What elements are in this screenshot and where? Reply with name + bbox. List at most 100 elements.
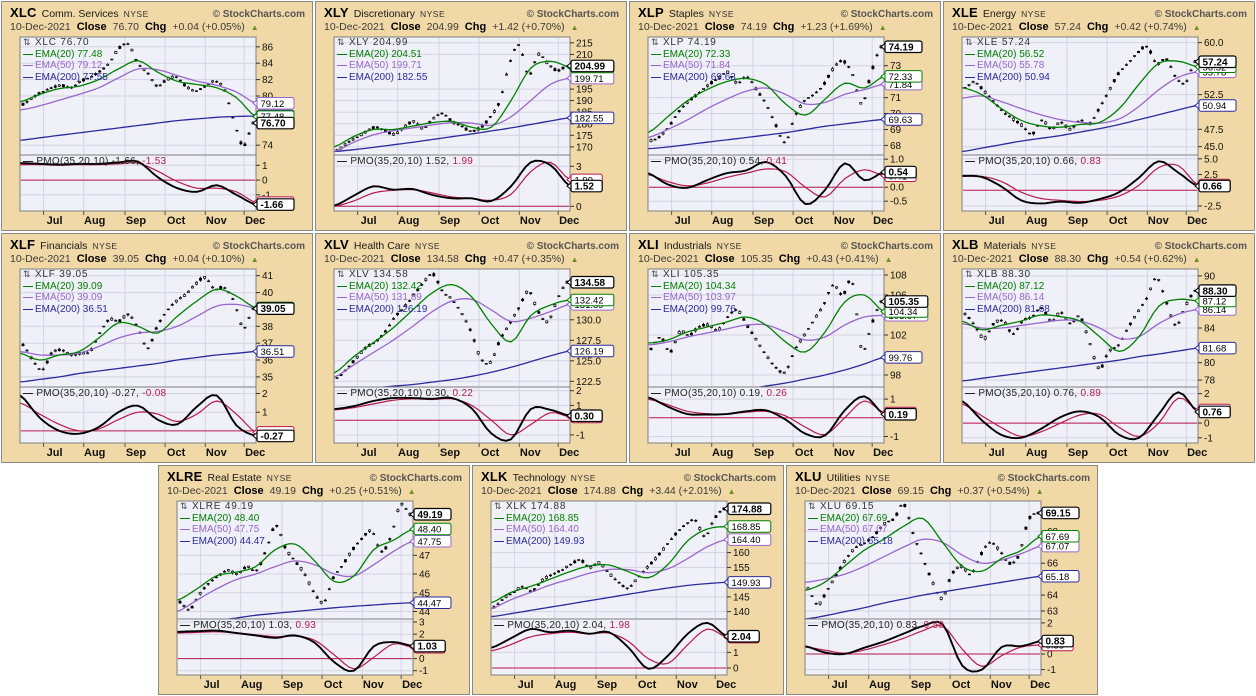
stockcharts-attribution: © StockCharts.com: [840, 241, 933, 252]
svg-text:149.93: 149.93: [732, 578, 761, 589]
chart-canvas[interactable]: 21521019519018518017517030182.55199.7120…: [320, 33, 622, 229]
chart-plot-area[interactable]: ⇅ XLB 88.30 — EMA(20) 87.12 — EMA(50) 86.1…: [948, 265, 1254, 461]
chart-date: 10-Dec-2021: [324, 253, 385, 265]
sector-chart-card[interactable]: XLF Financials NYSE © StockCharts.com 10…: [1, 233, 313, 463]
svg-text:122.5: 122.5: [576, 377, 601, 388]
stockcharts-attribution: © StockCharts.com: [212, 9, 305, 20]
svg-text:63: 63: [1047, 607, 1059, 618]
candlestick-series: [335, 271, 569, 379]
month-label: Sep: [754, 447, 774, 459]
stockcharts-attribution: © StockCharts.com: [997, 473, 1090, 484]
ticker-symbol: XLV: [324, 237, 349, 252]
chart-canvas[interactable]: 47464544320-144.4747.7548.4049.190.931.0…: [163, 497, 465, 693]
chart-canvas[interactable]: 4140383736352136.5139.0939.0939.05-0.08-…: [6, 265, 308, 461]
chart-date: 10-Dec-2021: [10, 253, 71, 265]
month-label: Dec: [716, 679, 736, 691]
svg-text:175: 175: [576, 131, 593, 142]
svg-text:-0.27: -0.27: [261, 432, 284, 443]
sector-chart-card[interactable]: XLY Discretionary NYSE © StockCharts.com…: [315, 1, 627, 231]
chart-canvas[interactable]: 130.0127.5125.0122.521-1126.19131.89132.…: [320, 265, 622, 461]
up-triangle-icon: ▲: [1035, 487, 1044, 496]
svg-text:86.14: 86.14: [1203, 305, 1227, 316]
month-label: Dec: [873, 447, 893, 459]
chart-canvas[interactable]: 60.052.547.545.05.02.5-2.550.9455.7856.5…: [948, 33, 1250, 229]
chart-canvas[interactable]: 868482807410-177.5579.1277.4876.70-1.53-…: [6, 33, 308, 229]
chg-value: +0.47 (+0.35%): [492, 253, 565, 265]
ticker-symbol: XLE: [952, 5, 978, 20]
sector-chart-card[interactable]: XLP Staples NYSE © StockCharts.com 10-De…: [629, 1, 941, 231]
month-label: Aug: [398, 215, 419, 227]
svg-text:72.33: 72.33: [889, 72, 913, 83]
sector-name: Industrials: [663, 240, 712, 252]
chart-plot-area[interactable]: ⇅ XLV 134.58 — EMA(20) 132.42 — EMA(50) 13…: [320, 265, 626, 461]
month-label: Sep: [126, 215, 146, 227]
chg-value: +0.04 (+0.10%): [172, 253, 245, 265]
svg-text:170: 170: [576, 142, 593, 153]
svg-text:-1: -1: [419, 666, 428, 677]
chart-plot-area[interactable]: ⇅ XLP 74.19 — EMA(20) 72.33 — EMA(50) 71.8…: [634, 33, 940, 229]
sector-chart-card[interactable]: XLV Health Care NYSE © StockCharts.com 1…: [315, 233, 627, 463]
chart-canvas[interactable]: 73717069681.00.0-0.569.6371.8472.3374.19…: [634, 33, 936, 229]
up-triangle-icon: ▲: [250, 23, 259, 32]
chg-label: Chg: [1086, 21, 1109, 33]
sector-chart-card[interactable]: XLU Utilities NYSE © StockCharts.com 10-…: [786, 465, 1098, 695]
svg-text:164.40: 164.40: [732, 535, 761, 546]
chart-subheader: 10-Dec-2021 Close 49.19 Chg +0.25 (+0.51…: [159, 484, 469, 497]
exchange-label: NYSE: [708, 9, 735, 19]
sector-chart-card[interactable]: XLI Industrials NYSE © StockCharts.com 1…: [629, 233, 941, 463]
chart-plot-area[interactable]: ⇅ XLU 69.15 — EMA(20) 67.69 — EMA(50) 67.0…: [791, 497, 1097, 693]
svg-text:204.99: 204.99: [575, 62, 606, 73]
chart-plot-area[interactable]: ⇅ XLF 39.05 — EMA(20) 39.09 — EMA(50) 39.0…: [6, 265, 312, 461]
chart-date: 10-Dec-2021: [10, 21, 71, 33]
sector-name: Energy: [982, 8, 1017, 20]
exchange-label: NYSE: [570, 473, 596, 483]
sector-chart-card[interactable]: XLK Technology NYSE © StockCharts.com 10…: [472, 465, 784, 695]
svg-text:1: 1: [262, 161, 268, 172]
svg-text:69.63: 69.63: [889, 115, 913, 126]
chart-header: XLRE Real Estate NYSE © StockCharts.com: [159, 466, 469, 484]
sector-chart-card[interactable]: XLRE Real Estate NYSE © StockCharts.com …: [158, 465, 470, 695]
sector-name: Discretionary: [353, 8, 415, 20]
chart-canvas[interactable]: 9084807820-181.6886.1487.1288.300.890.76…: [948, 265, 1250, 461]
sector-chart-card[interactable]: XLB Materials NYSE © StockCharts.com 10-…: [943, 233, 1255, 463]
chart-plot-area[interactable]: ⇅ XLY 204.99 — EMA(20) 204.51 — EMA(50) 19…: [320, 33, 626, 229]
chg-label: Chg: [772, 21, 795, 33]
svg-text:2.04: 2.04: [732, 632, 752, 643]
exchange-label: NYSE: [419, 9, 446, 19]
month-label: Dec: [402, 679, 422, 691]
chg-label: Chg: [144, 253, 167, 265]
candlestick-series: [178, 502, 412, 611]
chart-plot-area[interactable]: ⇅ XLI 105.35 — EMA(20) 104.34 — EMA(50) 10…: [634, 265, 940, 461]
month-label: Nov: [991, 679, 1013, 691]
close-label: Close: [390, 253, 421, 265]
chart-canvas[interactable]: 108106102981-199.76103.97104.34105.350.2…: [634, 265, 936, 461]
month-label: Jul: [675, 215, 691, 227]
chart-date: 10-Dec-2021: [952, 21, 1013, 33]
chart-header: XLF Financials NYSE © StockCharts.com: [2, 234, 312, 252]
svg-text:210: 210: [576, 50, 593, 61]
chart-canvas[interactable]: 6866646320-165.1867.0767.6969.150.580.83…: [791, 497, 1093, 693]
sector-name: Technology: [512, 472, 566, 484]
month-label: Aug: [712, 215, 733, 227]
month-label: Jul: [204, 679, 220, 691]
close-value: 134.58: [426, 253, 459, 265]
chart-plot-area[interactable]: ⇅ XLRE 49.19 — EMA(20) 48.40 — EMA(50) 47.…: [163, 497, 469, 693]
chart-plot-area[interactable]: ⇅ XLK 174.88 — EMA(20) 168.85 — EMA(50) 16…: [477, 497, 783, 693]
svg-text:99.76: 99.76: [889, 353, 913, 364]
month-label: Dec: [1187, 447, 1207, 459]
svg-text:1: 1: [576, 401, 582, 412]
svg-text:79.12: 79.12: [261, 99, 285, 110]
sector-chart-card[interactable]: XLC Comm. Services NYSE © StockCharts.co…: [1, 1, 313, 231]
month-label: Aug: [84, 215, 105, 227]
chart-canvas[interactable]: 16015514514010149.93164.40168.85174.881.…: [477, 497, 779, 693]
month-label: Oct: [167, 447, 186, 459]
ticker-symbol: XLRE: [167, 469, 203, 484]
svg-text:0: 0: [733, 664, 739, 675]
chg-value: +0.25 (+0.51%): [329, 485, 402, 497]
sector-chart-card[interactable]: XLE Energy NYSE © StockCharts.com 10-Dec…: [943, 1, 1255, 231]
svg-text:180: 180: [576, 119, 593, 130]
chart-plot-area[interactable]: ⇅ XLE 57.24 — EMA(20) 56.52 — EMA(50) 55.7…: [948, 33, 1254, 229]
chart-date: 10-Dec-2021: [167, 485, 228, 497]
chart-plot-area[interactable]: ⇅ XLC 76.70 — EMA(20) 77.48 — EMA(50) 79.1…: [6, 33, 312, 229]
